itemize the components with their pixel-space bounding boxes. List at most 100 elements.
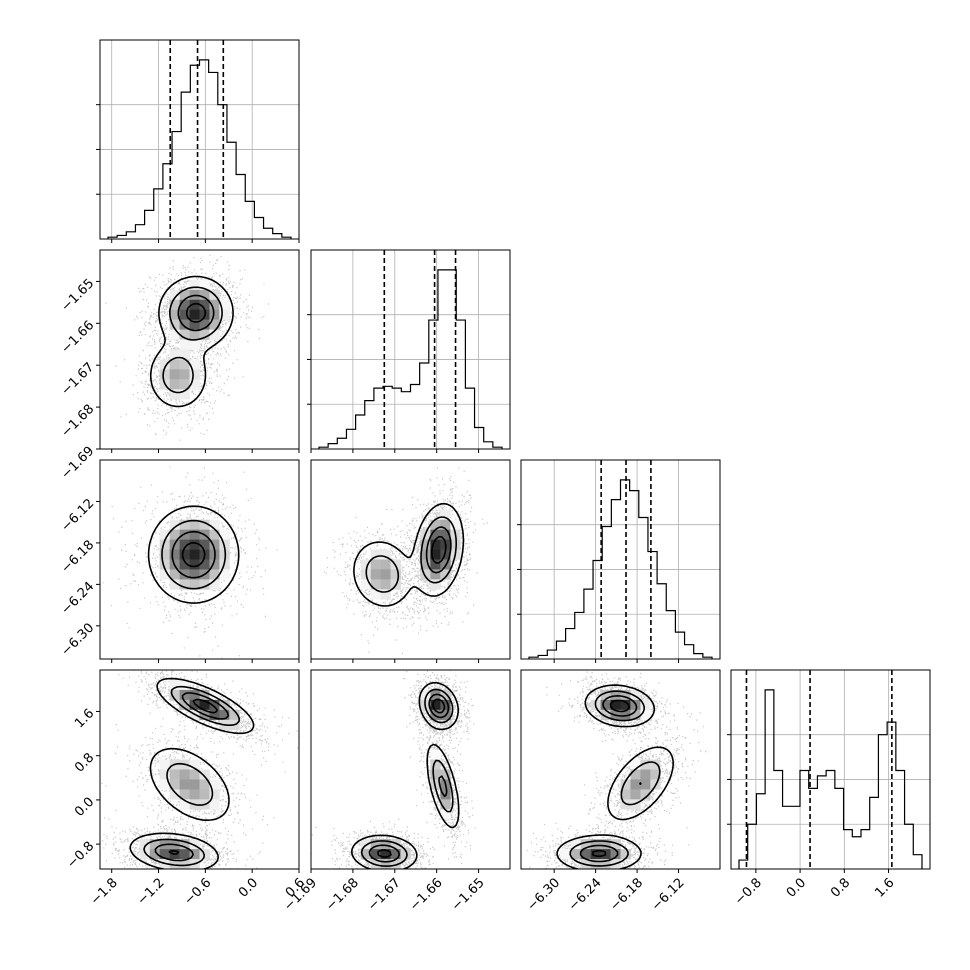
density-cell bbox=[630, 759, 641, 770]
density-cell bbox=[209, 319, 220, 330]
density-cell bbox=[380, 549, 391, 560]
density-cell bbox=[179, 319, 190, 330]
density-cell bbox=[430, 749, 441, 760]
density-cell bbox=[380, 559, 391, 570]
x-tick-label: −1.65 bbox=[449, 875, 488, 914]
density-cell bbox=[440, 799, 451, 810]
density-cell bbox=[179, 369, 190, 380]
density-cell bbox=[179, 789, 190, 800]
density-cell bbox=[159, 369, 170, 380]
density-cell bbox=[600, 839, 611, 850]
density-cell bbox=[380, 589, 391, 600]
density-cell bbox=[560, 849, 572, 860]
density-cell bbox=[640, 779, 651, 790]
histogram-steps bbox=[738, 689, 923, 869]
density-cell bbox=[189, 569, 200, 580]
density-cell bbox=[440, 509, 451, 520]
density-cell bbox=[179, 289, 190, 301]
density-cell bbox=[370, 839, 381, 850]
contour-line bbox=[377, 698, 446, 858]
density-cell bbox=[159, 559, 170, 570]
density-cell bbox=[600, 699, 611, 711]
contour-line bbox=[556, 684, 674, 869]
density-cell bbox=[199, 689, 210, 701]
density-cell bbox=[420, 559, 431, 570]
density-cell bbox=[169, 549, 180, 560]
density-cell bbox=[179, 349, 190, 360]
density-cell bbox=[179, 329, 190, 340]
density-cell bbox=[430, 519, 441, 530]
density-cell bbox=[159, 359, 170, 370]
density-cell bbox=[430, 529, 441, 540]
density-cell bbox=[390, 839, 401, 850]
density-cell bbox=[199, 519, 210, 530]
density-cell bbox=[430, 539, 441, 550]
x-tick-label: −1.8 bbox=[88, 875, 121, 908]
panel-frame bbox=[310, 249, 511, 450]
density-cell bbox=[199, 539, 210, 550]
density-cell bbox=[199, 289, 210, 301]
density-cell bbox=[450, 519, 461, 530]
density-cell bbox=[179, 849, 190, 860]
contour-line bbox=[431, 535, 447, 564]
density-cell bbox=[209, 779, 220, 790]
density-cell bbox=[219, 529, 230, 540]
density-cell bbox=[199, 299, 210, 310]
panel-content bbox=[105, 254, 270, 441]
panel-frame bbox=[520, 669, 721, 870]
y-tick-label: −6.12 bbox=[59, 496, 98, 535]
density-cell bbox=[169, 679, 180, 691]
density-cell bbox=[159, 539, 170, 550]
density-cell bbox=[390, 859, 401, 869]
contour-line bbox=[149, 275, 234, 408]
panel-frame bbox=[99, 249, 300, 450]
panel-background bbox=[311, 670, 510, 869]
density-cell bbox=[440, 699, 451, 711]
density-cell bbox=[179, 839, 190, 850]
panel-content bbox=[100, 670, 299, 869]
density-cell bbox=[590, 849, 601, 860]
density-cell bbox=[169, 359, 180, 370]
density-cell bbox=[189, 559, 200, 570]
scatter-panel-2-0 bbox=[99, 459, 300, 660]
density-cell bbox=[209, 299, 220, 310]
density-cell bbox=[620, 709, 631, 721]
density-cell bbox=[179, 779, 190, 790]
density-cell bbox=[360, 839, 371, 850]
density-cell bbox=[169, 769, 180, 780]
panel-frame bbox=[520, 459, 721, 660]
x-tick-label: 0.8 bbox=[828, 875, 853, 900]
density-cell bbox=[179, 699, 190, 711]
density-cell bbox=[189, 299, 200, 310]
y-tick-label: 1.6 bbox=[72, 706, 97, 731]
panel-background bbox=[311, 250, 510, 449]
density-cell bbox=[159, 549, 170, 560]
panel-frame bbox=[99, 669, 300, 870]
density-cell bbox=[370, 559, 381, 570]
density-cell bbox=[179, 769, 190, 780]
density-cell bbox=[169, 519, 180, 530]
x-tick-label: −6.18 bbox=[607, 875, 646, 914]
density-cell bbox=[650, 759, 661, 770]
density-cell bbox=[370, 589, 381, 600]
histogram-panel-3 bbox=[727, 669, 931, 870]
density-cell bbox=[440, 569, 451, 580]
scatter-panel-3-2 bbox=[520, 669, 721, 870]
density-cell bbox=[209, 519, 220, 530]
density-cell bbox=[640, 769, 651, 780]
density-cell bbox=[430, 699, 441, 711]
x-tick-label: −0.6 bbox=[181, 875, 214, 908]
y-tick-label: −1.67 bbox=[59, 360, 98, 399]
density-cell bbox=[189, 519, 200, 530]
density-cell bbox=[169, 379, 180, 390]
y-tick-label: −1.69 bbox=[59, 444, 98, 483]
density-cell bbox=[199, 779, 210, 790]
density-cell bbox=[209, 559, 220, 570]
density-cell bbox=[219, 309, 230, 320]
density-cell bbox=[159, 849, 170, 860]
contour-line bbox=[425, 526, 452, 574]
y-tick-label: −1.65 bbox=[59, 276, 98, 315]
density-cell bbox=[219, 299, 230, 310]
density-cell bbox=[620, 699, 631, 711]
density-cell bbox=[179, 529, 190, 540]
